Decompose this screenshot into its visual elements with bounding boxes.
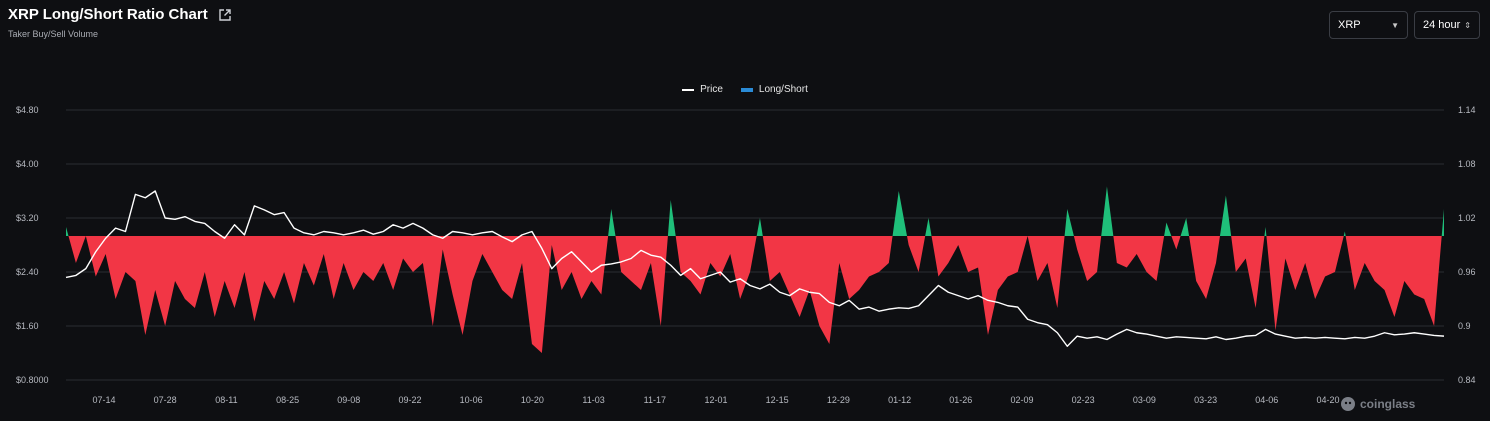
chevron-down-icon: ▼ xyxy=(1391,20,1399,30)
chart-controls: XRP ▼ 24 hour ⇕ xyxy=(1329,11,1480,39)
coinglass-logo-icon xyxy=(1341,397,1355,411)
x-tick-label: 09-08 xyxy=(337,395,360,405)
timeframe-select[interactable]: 24 hour ⇕ xyxy=(1414,11,1480,39)
x-tick-label: 07-14 xyxy=(92,395,115,405)
legend-price-label: Price xyxy=(700,84,723,95)
price-line xyxy=(65,190,1445,347)
y-axis-right: 0.84 0.9 0.96 1.02 1.08 1.14 xyxy=(1458,105,1476,385)
price-line-layer xyxy=(65,190,1445,347)
x-tick-label: 08-25 xyxy=(276,395,299,405)
y-axis-left: $0.8000 $1.60 $2.40 $3.20 $4.00 $4.80 xyxy=(16,105,49,385)
x-tick-label: 04-20 xyxy=(1316,395,1339,405)
y-right-tick-label: 1.08 xyxy=(1458,159,1476,169)
legend-price-swatch xyxy=(682,88,695,91)
x-tick-label: 01-12 xyxy=(888,395,911,405)
x-tick-label: 11-17 xyxy=(644,395,666,405)
y-left-tick-label: $0.8000 xyxy=(16,375,49,385)
y-right-tick-label: 0.84 xyxy=(1458,375,1476,385)
x-tick-label: 08-11 xyxy=(215,395,237,405)
x-tick-label: 12-01 xyxy=(704,395,727,405)
long-short-area-negative xyxy=(66,236,1444,353)
legend-item-long-short[interactable]: Long/Short xyxy=(740,84,808,95)
x-tick-label: 07-28 xyxy=(154,395,177,405)
legend-long-short-label: Long/Short xyxy=(758,84,808,95)
symbol-select[interactable]: XRP ▼ xyxy=(1329,11,1408,39)
x-tick-label: 04-06 xyxy=(1255,395,1278,405)
y-right-tick-label: 0.96 xyxy=(1458,267,1476,277)
y-left-tick-label: $1.60 xyxy=(16,321,39,331)
long-short-area xyxy=(66,186,1444,353)
legend-long-short-swatch xyxy=(740,87,753,92)
y-left-tick-label: $4.80 xyxy=(16,105,39,115)
watermark-text: coinglass xyxy=(1360,397,1416,411)
y-right-tick-label: 1.14 xyxy=(1458,105,1476,115)
timeframe-select-value: 24 hour xyxy=(1423,19,1461,31)
y-left-tick-label: $3.20 xyxy=(16,213,39,223)
x-tick-label: 02-09 xyxy=(1010,395,1033,405)
coinglass-watermark: coinglass xyxy=(1340,396,1415,412)
long-short-area-positive xyxy=(66,186,1444,236)
external-link-icon[interactable] xyxy=(218,8,232,22)
y-right-tick-label: 0.9 xyxy=(1458,321,1471,331)
chart-header: XRP Long/Short Ratio Chart Taker Buy/Sel… xyxy=(8,6,232,39)
x-tick-label: 10-06 xyxy=(460,395,483,405)
page-subtitle: Taker Buy/Sell Volume xyxy=(8,29,99,39)
x-tick-label: 02-23 xyxy=(1072,395,1095,405)
x-tick-label: 01-26 xyxy=(949,395,972,405)
chevron-updown-icon: ⇕ xyxy=(1464,20,1471,30)
x-tick-label: 12-29 xyxy=(827,395,850,405)
x-tick-label: 12-15 xyxy=(766,395,789,405)
y-right-tick-label: 1.02 xyxy=(1458,213,1476,223)
x-tick-label: 10-20 xyxy=(521,395,544,405)
chart-legend: Price Long/Short xyxy=(0,84,1490,95)
page-title: XRP Long/Short Ratio Chart xyxy=(8,6,208,23)
y-left-tick-label: $2.40 xyxy=(16,267,39,277)
y-left-tick-label: $4.00 xyxy=(16,159,39,169)
x-tick-label: 03-09 xyxy=(1133,395,1156,405)
x-axis: 07-14 07-28 08-11 08-25 09-08 09-22 10-06 10-20… xyxy=(92,395,1339,405)
x-tick-label: 03-23 xyxy=(1194,395,1217,405)
legend-item-price[interactable]: Price xyxy=(682,84,723,95)
x-tick-label: 11-03 xyxy=(582,395,604,405)
x-tick-label: 09-22 xyxy=(398,395,421,405)
symbol-select-value: XRP xyxy=(1338,19,1361,31)
